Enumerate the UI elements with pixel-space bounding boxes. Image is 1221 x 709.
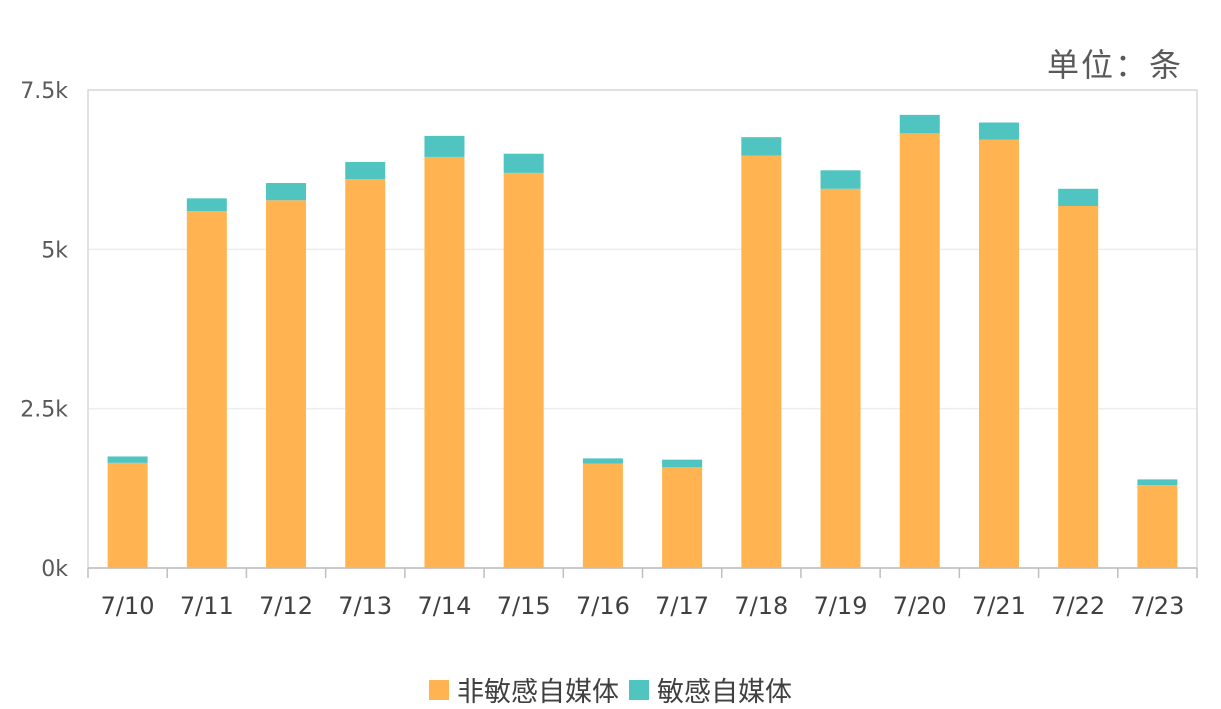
bar-sensitive[interactable] bbox=[978, 122, 1019, 140]
legend-label-sensitive: 敏感自媒体 bbox=[657, 677, 792, 708]
bar-sensitive[interactable] bbox=[1137, 479, 1178, 486]
bar-non-sensitive[interactable] bbox=[662, 467, 703, 568]
bar-non-sensitive[interactable] bbox=[978, 139, 1019, 568]
x-tick-label: 7/23 bbox=[1130, 592, 1184, 620]
y-tick-label: 7.5k bbox=[20, 79, 68, 104]
x-tick-label: 7/11 bbox=[180, 592, 234, 620]
bar-sensitive[interactable] bbox=[107, 456, 148, 463]
bar-sensitive[interactable] bbox=[662, 459, 703, 468]
bar-non-sensitive[interactable] bbox=[820, 188, 861, 568]
bar-sensitive[interactable] bbox=[186, 198, 227, 212]
x-tick-label: 7/10 bbox=[101, 592, 155, 620]
x-tick-label: 7/16 bbox=[576, 592, 630, 620]
bar-non-sensitive[interactable] bbox=[899, 133, 940, 568]
x-tick-label: 7/21 bbox=[972, 592, 1026, 620]
legend-item-sensitive[interactable]: 敏感自媒体 bbox=[629, 670, 792, 709]
x-tick-label: 7/19 bbox=[814, 592, 868, 620]
legend-item-non-sensitive[interactable]: 非敏感自媒体 bbox=[429, 670, 619, 709]
bar-non-sensitive[interactable] bbox=[345, 179, 386, 568]
bar-sensitive[interactable] bbox=[266, 183, 307, 201]
bar-non-sensitive[interactable] bbox=[1058, 205, 1099, 568]
bar-non-sensitive[interactable] bbox=[582, 463, 623, 568]
bar-sensitive[interactable] bbox=[899, 114, 940, 134]
y-tick-label: 0k bbox=[41, 557, 68, 582]
x-tick-label: 7/22 bbox=[1051, 592, 1105, 620]
y-axis-ticks: 0k 2.5k 5k 7.5k bbox=[20, 79, 68, 582]
x-tick-label: 7/13 bbox=[338, 592, 392, 620]
y-tick-label: 5k bbox=[41, 238, 68, 263]
x-tick-label: 7/15 bbox=[497, 592, 551, 620]
x-tick-label: 7/12 bbox=[259, 592, 313, 620]
bar-sensitive[interactable] bbox=[345, 162, 386, 180]
legend-swatch-sensitive bbox=[629, 679, 649, 700]
legend-swatch-non-sensitive bbox=[429, 679, 449, 700]
plot-border bbox=[87, 89, 1198, 569]
bar-sensitive[interactable] bbox=[503, 153, 544, 173]
bar-non-sensitive[interactable] bbox=[424, 156, 465, 569]
bar-sensitive[interactable] bbox=[820, 170, 861, 189]
x-axis: 7/10 7/11 7/12 7/13 7/14 7/15 7/16 7/17 7/18 7/19… bbox=[87, 567, 1198, 620]
bar-non-sensitive[interactable] bbox=[107, 462, 148, 568]
bar-sensitive[interactable] bbox=[741, 137, 782, 156]
bar-non-sensitive[interactable] bbox=[741, 155, 782, 569]
x-tick-label: 7/14 bbox=[418, 592, 472, 620]
legend: 非敏感自媒体 敏感自媒体 bbox=[0, 670, 1221, 709]
bar-sensitive[interactable] bbox=[424, 135, 465, 157]
x-tick-label: 7/18 bbox=[734, 592, 788, 620]
bar-sensitive[interactable] bbox=[1058, 188, 1099, 206]
bar-non-sensitive[interactable] bbox=[1137, 485, 1178, 568]
unit-label: 单位：条 bbox=[1046, 46, 1183, 84]
bar-non-sensitive[interactable] bbox=[186, 211, 227, 569]
bar-non-sensitive[interactable] bbox=[503, 172, 544, 568]
bar-sensitive[interactable] bbox=[582, 458, 623, 464]
grid-lines bbox=[87, 89, 1198, 569]
bar-non-sensitive[interactable] bbox=[266, 200, 307, 568]
x-tick-label: 7/20 bbox=[893, 592, 947, 620]
y-tick-label: 2.5k bbox=[20, 398, 68, 423]
legend-label-non-sensitive: 非敏感自媒体 bbox=[457, 677, 619, 708]
bars bbox=[107, 114, 1178, 569]
x-tick-label: 7/17 bbox=[655, 592, 709, 620]
